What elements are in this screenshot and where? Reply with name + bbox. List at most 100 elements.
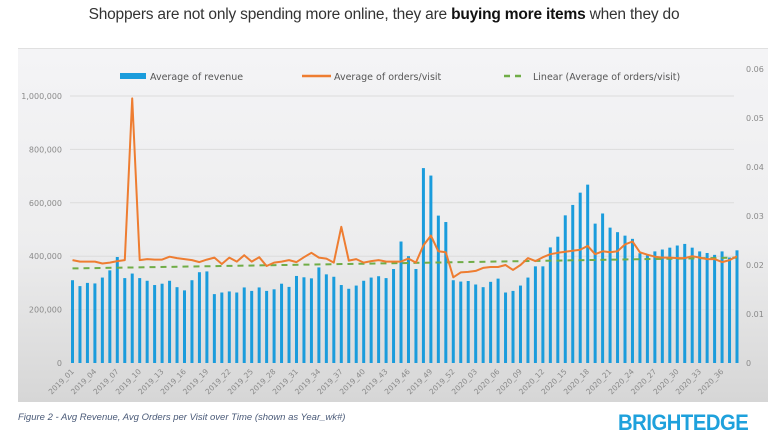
revenue-bar: [548, 247, 552, 363]
trendline: [72, 256, 738, 270]
revenue-bar: [675, 245, 679, 363]
headline-suffix: when they do: [585, 6, 680, 23]
revenue-bar: [668, 247, 672, 363]
revenue-bar: [212, 294, 216, 363]
revenue-bar: [571, 204, 575, 363]
revenue-bar: [421, 168, 425, 363]
left-axis-tick-label: 800,000: [29, 145, 62, 154]
revenue-bar: [138, 278, 142, 363]
revenue-bar: [384, 278, 388, 363]
revenue-bar: [735, 250, 739, 363]
revenue-bar: [265, 290, 269, 363]
legend-label-revenue: Average of revenue: [150, 72, 243, 83]
revenue-bar: [623, 235, 627, 363]
revenue-bar: [690, 247, 694, 363]
revenue-bar: [197, 272, 201, 363]
revenue-bar: [429, 175, 433, 363]
revenue-bar: [616, 232, 620, 363]
revenue-bar: [182, 290, 186, 363]
revenue-bar: [287, 286, 291, 363]
legend: Average of revenue Average of orders/vis…: [120, 72, 680, 83]
revenue-bar: [720, 251, 724, 363]
revenue-bar: [309, 278, 313, 363]
revenue-bar: [220, 292, 224, 363]
revenue-bar: [71, 280, 74, 363]
revenue-bar: [533, 266, 537, 363]
revenue-bar: [108, 270, 112, 363]
brightedge-logo: BRIGHTEDGE: [618, 410, 749, 435]
revenue-bar: [362, 280, 366, 363]
figure-caption: Figure 2 - Avg Revenue, Avg Orders per V…: [18, 412, 346, 423]
legend-swatch-revenue: [120, 73, 146, 79]
revenue-bar: [645, 255, 649, 363]
revenue-bar: [339, 285, 343, 363]
revenue-bar: [713, 254, 717, 363]
revenue-bar: [280, 283, 284, 363]
revenue-bar: [474, 284, 478, 363]
revenue-bar: [78, 286, 82, 363]
revenue-bars: [71, 168, 739, 363]
revenue-bar: [698, 251, 702, 363]
legend-label-orders: Average of orders/visit: [334, 72, 442, 83]
revenue-bar: [160, 283, 164, 363]
right-axis: 0 0.01 0.02 0.03 0.04 0.05 0.06: [746, 65, 764, 368]
revenue-bar: [115, 257, 119, 363]
headline-bold: buying more items: [451, 6, 586, 23]
revenue-bar: [130, 273, 134, 363]
revenue-bar: [601, 213, 605, 363]
legend-label-trend: Linear (Average of orders/visit): [533, 72, 680, 83]
revenue-bar: [227, 291, 231, 363]
revenue-bar: [354, 285, 358, 363]
right-axis-tick-label: 0.03: [746, 212, 764, 221]
revenue-bar: [175, 287, 179, 363]
left-axis-tick-label: 600,000: [29, 199, 62, 208]
left-axis-tick-label: 0: [57, 359, 62, 368]
revenue-bar: [399, 241, 403, 363]
headline-prefix: Shoppers are not only spending more onli…: [88, 6, 452, 23]
revenue-bar: [630, 238, 634, 363]
revenue-bar: [660, 249, 664, 363]
revenue-bar: [481, 287, 485, 363]
revenue-bar: [369, 277, 373, 363]
right-axis-tick-label: 0.01: [746, 310, 764, 319]
revenue-bar: [93, 283, 97, 363]
revenue-bar: [638, 253, 642, 363]
orders-line: [72, 97, 738, 279]
revenue-bar: [593, 223, 597, 363]
revenue-bar: [511, 290, 515, 363]
revenue-bar: [578, 192, 582, 363]
left-axis: 0 200,000 400,000 600,000 800,000 1,000,000: [21, 92, 62, 368]
right-axis-tick-label: 0.04: [746, 163, 764, 172]
headline: Shoppers are not only spending more onli…: [0, 6, 768, 24]
revenue-bar: [392, 269, 396, 363]
x-axis: 2019_012019_042019_072019_102019_132019_…: [47, 367, 726, 396]
revenue-bar: [496, 278, 500, 363]
right-axis-tick-label: 0.05: [746, 114, 764, 123]
revenue-bar: [153, 285, 157, 363]
revenue-bar: [504, 292, 508, 363]
revenue-bar: [123, 278, 127, 363]
revenue-bar: [294, 275, 298, 363]
revenue-bar: [235, 292, 239, 363]
revenue-bar: [489, 281, 493, 363]
right-axis-tick-label: 0: [746, 359, 751, 368]
revenue-bar: [518, 285, 522, 363]
revenue-bar: [608, 227, 612, 363]
revenue-bar: [705, 252, 709, 363]
orders-line-path: [72, 97, 738, 279]
revenue-bar: [414, 269, 418, 363]
revenue-bar: [526, 277, 530, 363]
revenue-bar: [377, 276, 381, 363]
revenue-bar: [190, 280, 194, 363]
revenue-bar: [451, 280, 455, 363]
revenue-bar: [257, 287, 261, 363]
revenue-bar: [556, 236, 560, 363]
revenue-bar: [250, 290, 254, 363]
right-axis-tick-label: 0.02: [746, 261, 764, 270]
revenue-bar: [586, 184, 590, 363]
revenue-bar: [145, 280, 149, 363]
revenue-bar: [563, 215, 567, 363]
revenue-bar: [168, 280, 172, 363]
revenue-bar: [242, 287, 246, 363]
